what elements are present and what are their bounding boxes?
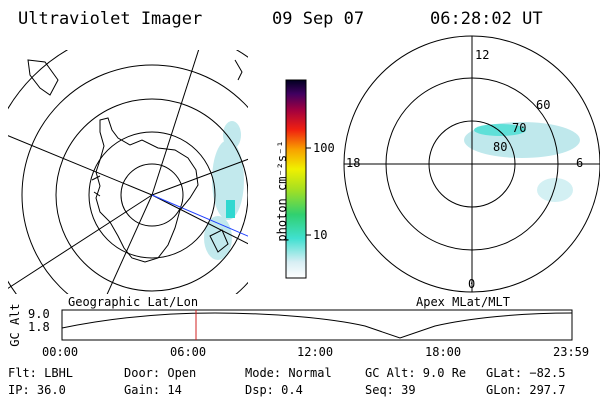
mode-info: Mode: Normal [245, 366, 332, 380]
gc-alt-info: GC Alt: 9.0 Re [365, 366, 467, 380]
geo-aurora-bright [226, 200, 235, 218]
glat-info: GLat: −82.5 [486, 366, 566, 380]
apex-map [343, 35, 600, 293]
observation-time: 06:28:02 UT [430, 9, 543, 29]
observation-date: 09 Sep 07 [272, 9, 365, 29]
altitude-xtick: 23:59 [553, 345, 590, 359]
geo-map-caption: Geographic Lat/Lon [68, 295, 199, 309]
altitude-plot-frame [61, 309, 573, 341]
altitude-ytick-min: 1.8 [28, 320, 50, 334]
geographic-map [8, 50, 248, 294]
mlt-label-12: 12 [475, 48, 490, 62]
mlt-label-18: 18 [346, 156, 361, 170]
seq-info: Seq: 39 [365, 383, 416, 397]
altitude-ytick-max: 9.0 [28, 307, 50, 321]
dsp-info: Dsp: 0.4 [245, 383, 303, 397]
altitude-ylabel: GC Alt [8, 303, 22, 347]
lat-label-60: 60 [536, 98, 551, 112]
altitude-xtick: 18:00 [425, 345, 462, 359]
mlt-label-6: 6 [576, 156, 584, 170]
instrument-title: Ultraviolet Imager [18, 9, 203, 29]
gain-info: Gain: 14 [124, 383, 182, 397]
lat-label-80: 80 [493, 140, 508, 154]
altitude-curve [61, 312, 573, 339]
filter-info: Flt: LBHL [8, 366, 74, 380]
altitude-xtick: 12:00 [297, 345, 334, 359]
colorbar-scale [285, 79, 307, 279]
colorbar-tick-100: 100 [313, 141, 335, 155]
colorbar-tick-10: 10 [313, 228, 328, 242]
altitude-xtick: 00:00 [42, 345, 79, 359]
geo-aurora [204, 121, 244, 260]
glon-info: GLon: 297.7 [486, 383, 566, 397]
altitude-plot [61, 309, 573, 341]
door-info: Door: Open [124, 366, 197, 380]
mlt-label-0: 0 [468, 277, 476, 291]
colorbar-label: photon cm⁻²s⁻¹ [275, 140, 289, 242]
lat-label-70: 70 [512, 121, 527, 135]
altitude-xtick: 06:00 [170, 345, 207, 359]
apex-map-caption: Apex MLat/MLT [416, 295, 510, 309]
ip-info: IP: 36.0 [8, 383, 66, 397]
